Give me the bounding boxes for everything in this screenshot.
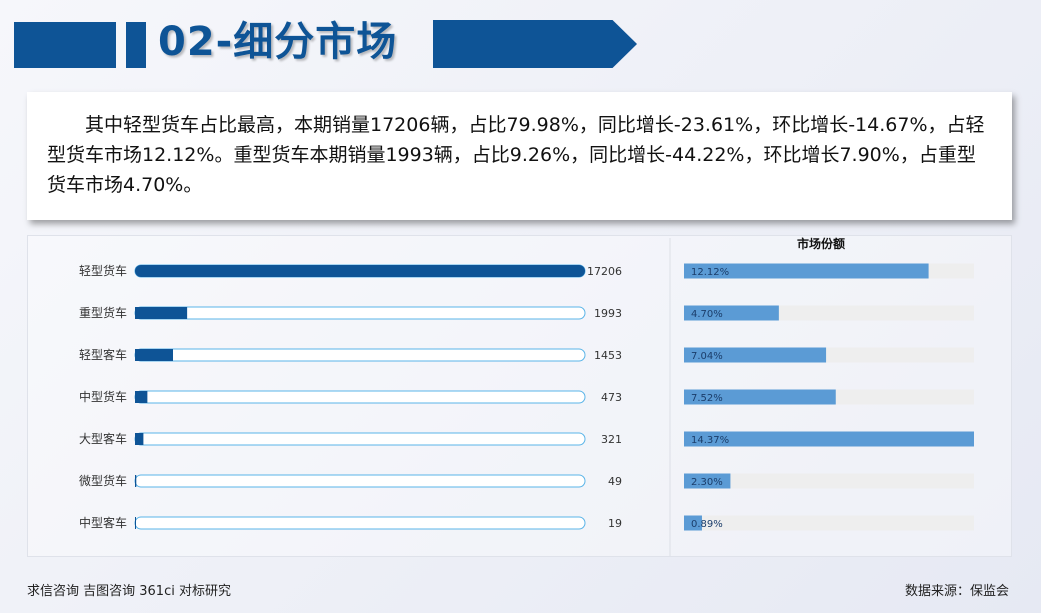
share-label: 7.52%	[691, 393, 723, 404]
share-label: 0.89%	[691, 519, 723, 530]
share-bar	[684, 347, 827, 363]
category-label: 轻型客车	[79, 347, 127, 362]
share-label: 14.37%	[691, 435, 729, 446]
category-label: 大型客车	[79, 431, 127, 446]
bar-track	[134, 390, 586, 404]
sales-bar	[135, 475, 137, 487]
sales-bar	[135, 307, 188, 319]
footer-data-source: 数据来源：保监会	[904, 584, 1009, 599]
share-bar	[684, 389, 836, 405]
share-bar	[684, 515, 702, 531]
value-label: 17206	[587, 265, 622, 278]
market-share-bar-chart: 12.12% 4.70% 7.04% 7.52% 14.37% 2.30% 0.89%	[684, 263, 974, 531]
value-label: 19	[608, 517, 622, 530]
bar-track	[134, 348, 586, 362]
sales-bar	[135, 433, 144, 445]
page-title: 02-细分市场	[158, 19, 398, 65]
share-label: 4.70%	[691, 309, 723, 320]
bar-track	[134, 432, 586, 446]
title-banner-accent-bar	[126, 22, 146, 68]
share-bar	[684, 305, 779, 321]
share-bar	[684, 431, 974, 447]
sales-bar	[135, 349, 174, 361]
category-label: 微型货车	[79, 473, 127, 488]
value-label: 1453	[594, 349, 622, 362]
bar-track	[134, 306, 586, 320]
value-label: 321	[601, 433, 622, 446]
bar-track	[134, 516, 586, 530]
category-label: 重型货车	[79, 305, 127, 320]
share-bar	[684, 263, 929, 279]
summary-text-box: 其中轻型货车占比最高，本期销量17206辆，占比79.98%，同比增长-23.6…	[27, 92, 1012, 220]
value-label: 473	[601, 391, 622, 404]
share-label: 2.30%	[691, 477, 723, 488]
value-label: 49	[608, 475, 622, 488]
bar-track	[134, 474, 586, 488]
market-share-title: 市场份额	[797, 236, 845, 251]
sales-bar	[135, 391, 148, 403]
sales-bar	[135, 265, 585, 277]
value-label: 1993	[594, 307, 622, 320]
share-track	[684, 473, 974, 489]
sales-bar	[135, 517, 136, 529]
sales-and-share-chart: 轻型货车 17206 重型货车 1993 轻型客车 1453 中型货车 473 大型客车 321 微…	[79, 236, 974, 556]
category-label: 轻型货车	[79, 263, 127, 278]
sales-volume-bar-chart: 轻型货车 17206 重型货车 1993 轻型客车 1453 中型货车 473 大型客车 321 微…	[79, 263, 622, 530]
category-label: 中型货车	[79, 389, 127, 404]
share-track	[684, 515, 974, 531]
footer-credit: 求信咨询 吉图咨询 361ci 对标研究	[27, 584, 231, 599]
share-label: 7.04%	[691, 351, 723, 362]
title-banner-arrow	[433, 20, 637, 68]
category-label: 中型客车	[79, 515, 127, 530]
share-label: 12.12%	[691, 267, 729, 278]
share-bar	[684, 473, 731, 489]
title-banner-left-block	[14, 22, 116, 68]
chart-panel: 轻型货车 17206 重型货车 1993 轻型客车 1453 中型货车 473 大型客车 321 微…	[27, 235, 1012, 557]
